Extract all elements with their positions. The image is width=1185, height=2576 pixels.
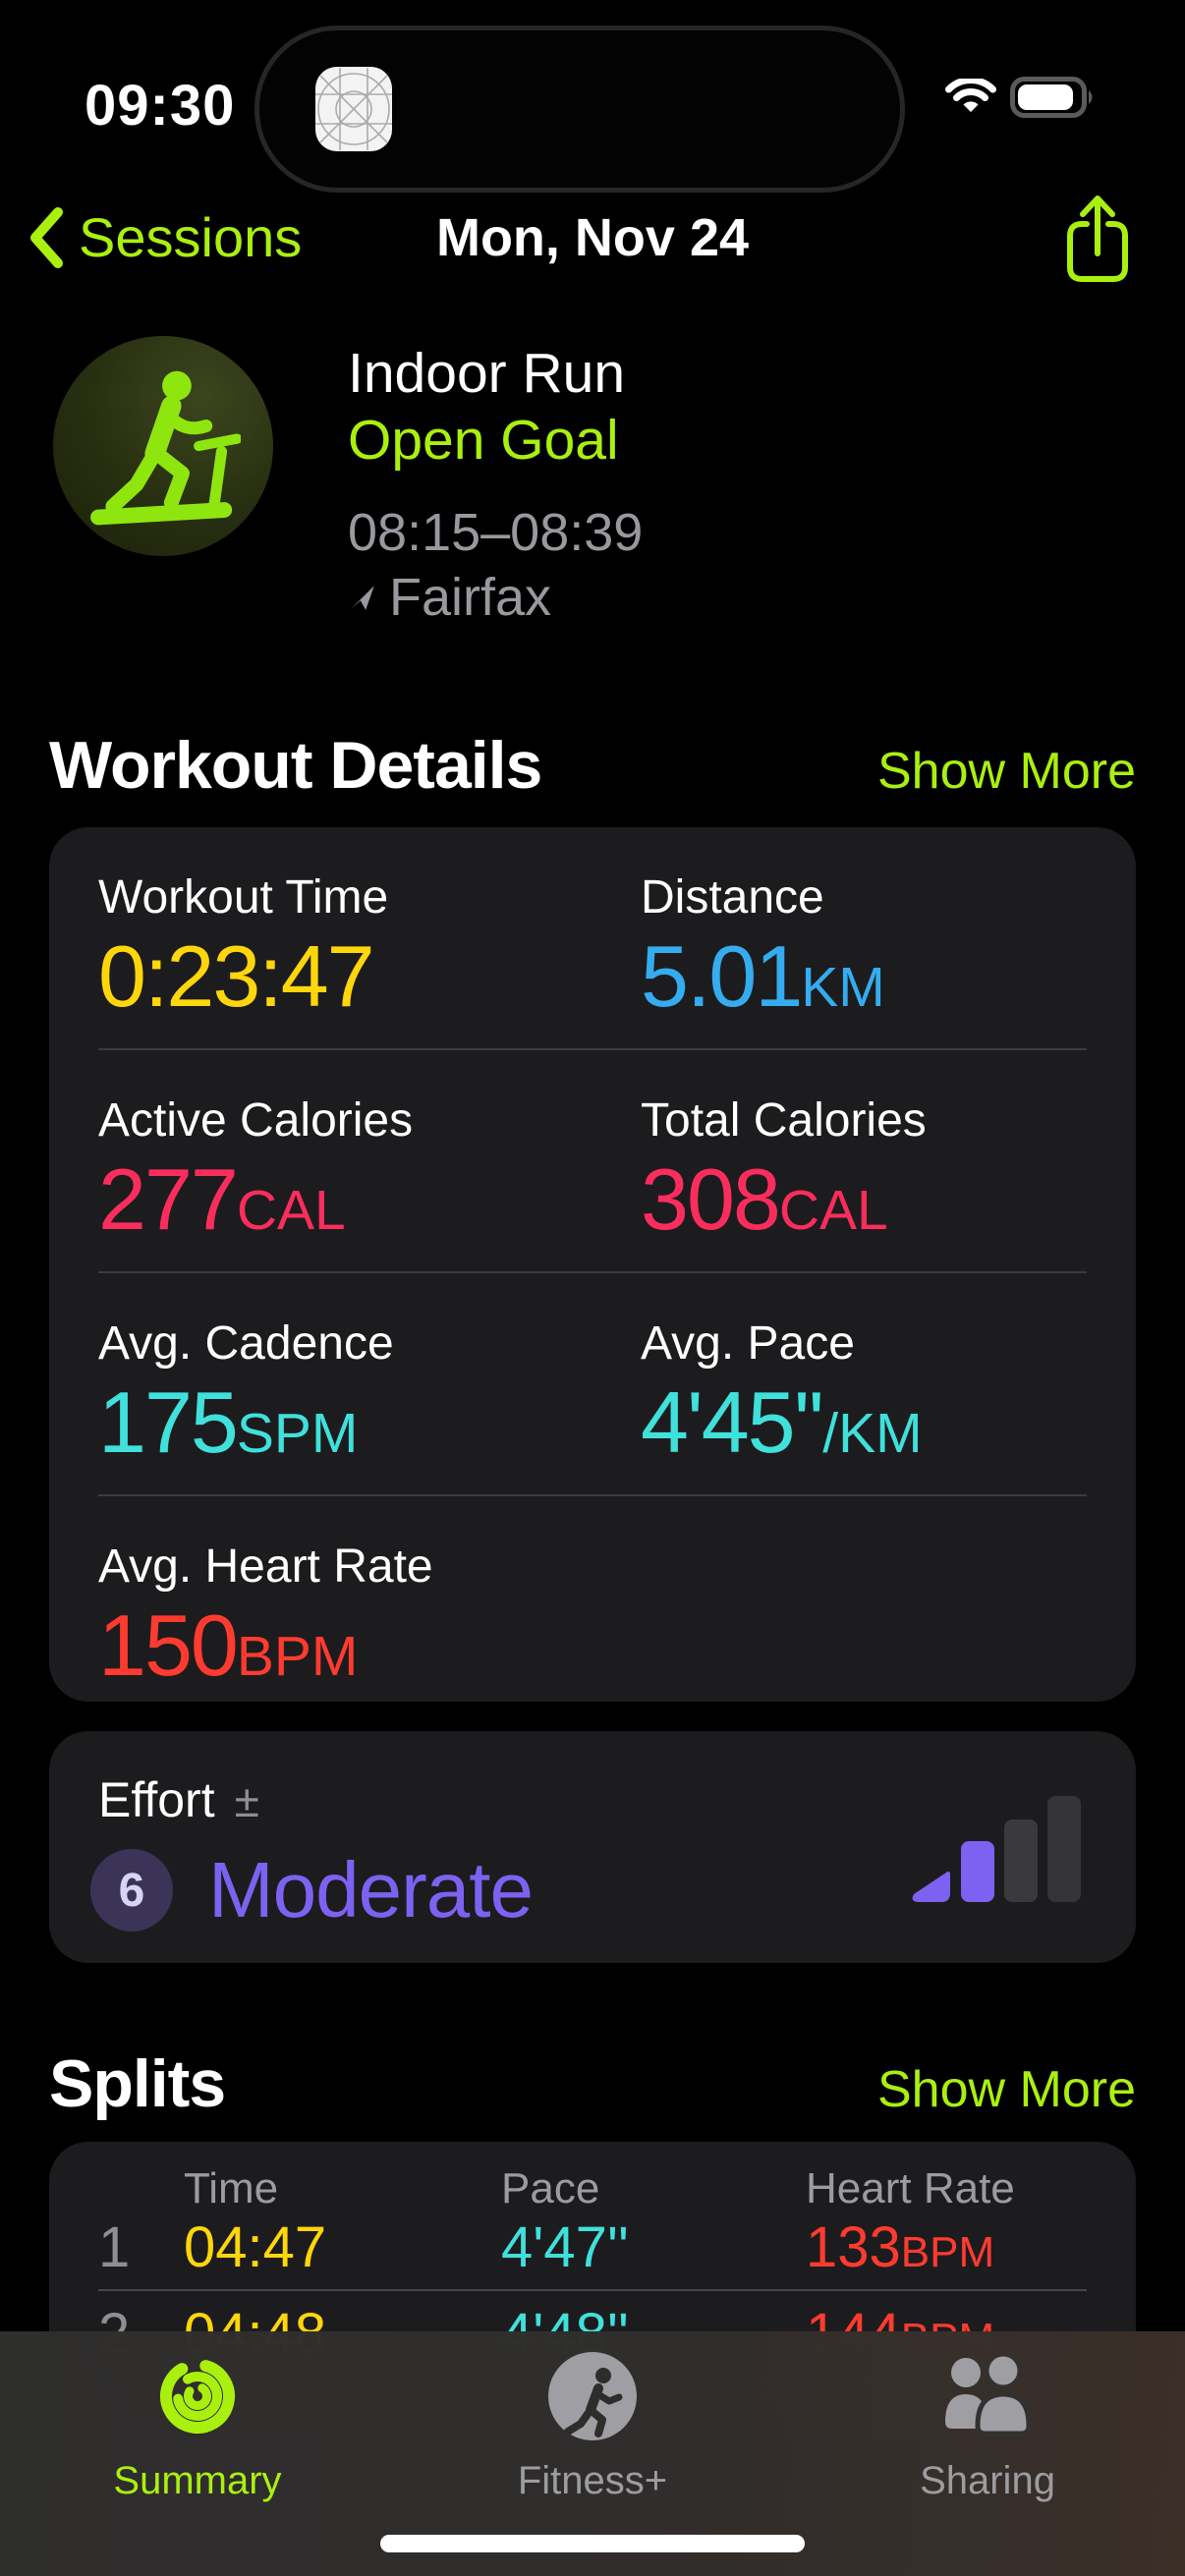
metric-label: Avg. Pace bbox=[641, 1317, 855, 1370]
effort-rating-badge: 6 bbox=[90, 1849, 173, 1932]
metrics-row-2: Active Calories 277CAL Total Calories 30… bbox=[98, 1050, 1087, 1273]
effort-bars-icon bbox=[910, 1796, 1081, 1902]
split-row-1: 1 04:47 4'47'' 133BPM bbox=[98, 2218, 1087, 2277]
metric-value: 175SPM bbox=[98, 1373, 359, 1471]
location-label: Fairfax bbox=[389, 568, 552, 627]
tab-bar: Summary Fitness+ bbox=[0, 2331, 1185, 2576]
workout-activity: Indoor Run bbox=[348, 342, 626, 405]
split-time: 04:47 bbox=[184, 2215, 327, 2279]
metric-active-calories: Active Calories 277CAL bbox=[98, 1095, 641, 1256]
metric-distance: Distance 5.01KM bbox=[641, 872, 1087, 1033]
splits-title: Splits bbox=[49, 2046, 226, 2121]
workout-time-range: 08:15–08:39 bbox=[348, 503, 644, 562]
back-button[interactable]: Sessions bbox=[28, 193, 302, 283]
workout-details-header: Workout Details Show More bbox=[49, 727, 1136, 804]
column-heart-rate: Heart Rate bbox=[806, 2164, 1015, 2212]
metric-value: 5.01KM bbox=[641, 927, 885, 1025]
metric-avg-pace: Avg. Pace 4'45''/KM bbox=[641, 1318, 1087, 1479]
splits-show-more[interactable]: Show More bbox=[877, 2061, 1136, 2118]
metric-avg-heart-rate: Avg. Heart Rate 150BPM bbox=[98, 1541, 641, 1702]
metric-value: 277CAL bbox=[98, 1150, 346, 1248]
metric-label: Active Calories bbox=[98, 1094, 414, 1147]
effort-bar-4 bbox=[1047, 1796, 1081, 1902]
metrics-row-1: Workout Time 0:23:47 Distance 5.01KM bbox=[98, 827, 1087, 1050]
metric-workout-time: Workout Time 0:23:47 bbox=[98, 872, 641, 1033]
back-label: Sessions bbox=[79, 206, 303, 268]
effort-label: Effort bbox=[98, 1772, 215, 1827]
treadmill-runner-icon bbox=[90, 370, 241, 526]
page-title: Mon, Nov 24 bbox=[435, 208, 750, 267]
tab-fitness-plus-label: Fitness+ bbox=[517, 2459, 668, 2502]
watch-app-grid-icon bbox=[315, 67, 392, 151]
fitness-plus-icon bbox=[548, 2352, 637, 2440]
effort-level: Moderate bbox=[208, 1846, 534, 1933]
workout-details-title: Workout Details bbox=[49, 728, 542, 803]
metric-label: Avg. Heart Rate bbox=[98, 1540, 433, 1593]
nav-bar: Sessions Mon, Nov 24 bbox=[0, 193, 1185, 291]
effort-bar-3 bbox=[1004, 1820, 1038, 1902]
splits-divider bbox=[98, 2289, 1087, 2291]
metric-value: 0:23:47 bbox=[98, 927, 375, 1025]
activity-rings-icon bbox=[160, 2359, 235, 2434]
tab-sharing[interactable]: Sharing bbox=[790, 2331, 1185, 2576]
tab-summary-label: Summary bbox=[113, 2459, 282, 2502]
location-arrow-icon bbox=[351, 586, 374, 610]
workout-details-show-more[interactable]: Show More bbox=[877, 743, 1136, 800]
metrics-row-4: Avg. Heart Rate 150BPM bbox=[98, 1496, 1087, 1717]
battery-icon bbox=[1010, 77, 1093, 118]
metric-label: Total Calories bbox=[641, 1094, 927, 1147]
chevron-left-icon bbox=[30, 207, 63, 268]
dynamic-island[interactable] bbox=[254, 26, 905, 193]
home-indicator[interactable] bbox=[380, 2535, 805, 2552]
split-pace: 4'47'' bbox=[501, 2215, 629, 2279]
tab-sharing-label: Sharing bbox=[920, 2459, 1055, 2502]
splits-header: Splits Show More bbox=[49, 2045, 1136, 2122]
workout-location: Fairfax bbox=[348, 568, 643, 627]
splits-column-headers: Time Pace Heart Rate bbox=[98, 2164, 1087, 2212]
sharing-people-icon bbox=[945, 2355, 1032, 2436]
effort-rating-row: 6 Moderate bbox=[90, 1845, 1087, 1935]
metric-value: 4'45''/KM bbox=[641, 1373, 923, 1471]
effort-card: Effort ± 6 Moderate bbox=[49, 1731, 1136, 1963]
share-icon[interactable] bbox=[1065, 193, 1130, 285]
workout-goal: Open Goal bbox=[348, 409, 619, 472]
metric-value: 308CAL bbox=[641, 1150, 888, 1248]
effort-wedge-bar bbox=[912, 1872, 950, 1902]
workout-type-badge bbox=[53, 336, 273, 556]
tab-summary[interactable]: Summary bbox=[0, 2331, 395, 2576]
effort-header: Effort ± bbox=[98, 1774, 1087, 1827]
metrics-card: Workout Time 0:23:47 Distance 5.01KM Act… bbox=[49, 827, 1136, 1702]
tab-fitness-plus[interactable]: Fitness+ bbox=[395, 2331, 790, 2576]
column-pace: Pace bbox=[501, 2164, 600, 2212]
effort-bar-2 bbox=[961, 1841, 994, 1902]
split-heart-rate: 133BPM bbox=[806, 2215, 995, 2279]
wifi-icon bbox=[945, 79, 996, 112]
status-time: 09:30 bbox=[85, 74, 236, 138]
workout-header: Indoor Run Open Goal 08:15–08:39 Fairfax bbox=[348, 340, 643, 627]
metric-label: Workout Time bbox=[98, 871, 389, 924]
effort-adjust-icon[interactable]: ± bbox=[234, 1775, 259, 1826]
metric-total-calories: Total Calories 308CAL bbox=[641, 1095, 1087, 1256]
metric-label: Avg. Cadence bbox=[98, 1317, 394, 1370]
metric-avg-cadence: Avg. Cadence 175SPM bbox=[98, 1318, 641, 1479]
metric-label: Distance bbox=[641, 871, 824, 924]
split-index: 1 bbox=[98, 2215, 131, 2279]
column-time: Time bbox=[184, 2164, 279, 2212]
metric-value: 150BPM bbox=[98, 1596, 359, 1694]
metrics-row-3: Avg. Cadence 175SPM Avg. Pace 4'45''/KM bbox=[98, 1273, 1087, 1496]
